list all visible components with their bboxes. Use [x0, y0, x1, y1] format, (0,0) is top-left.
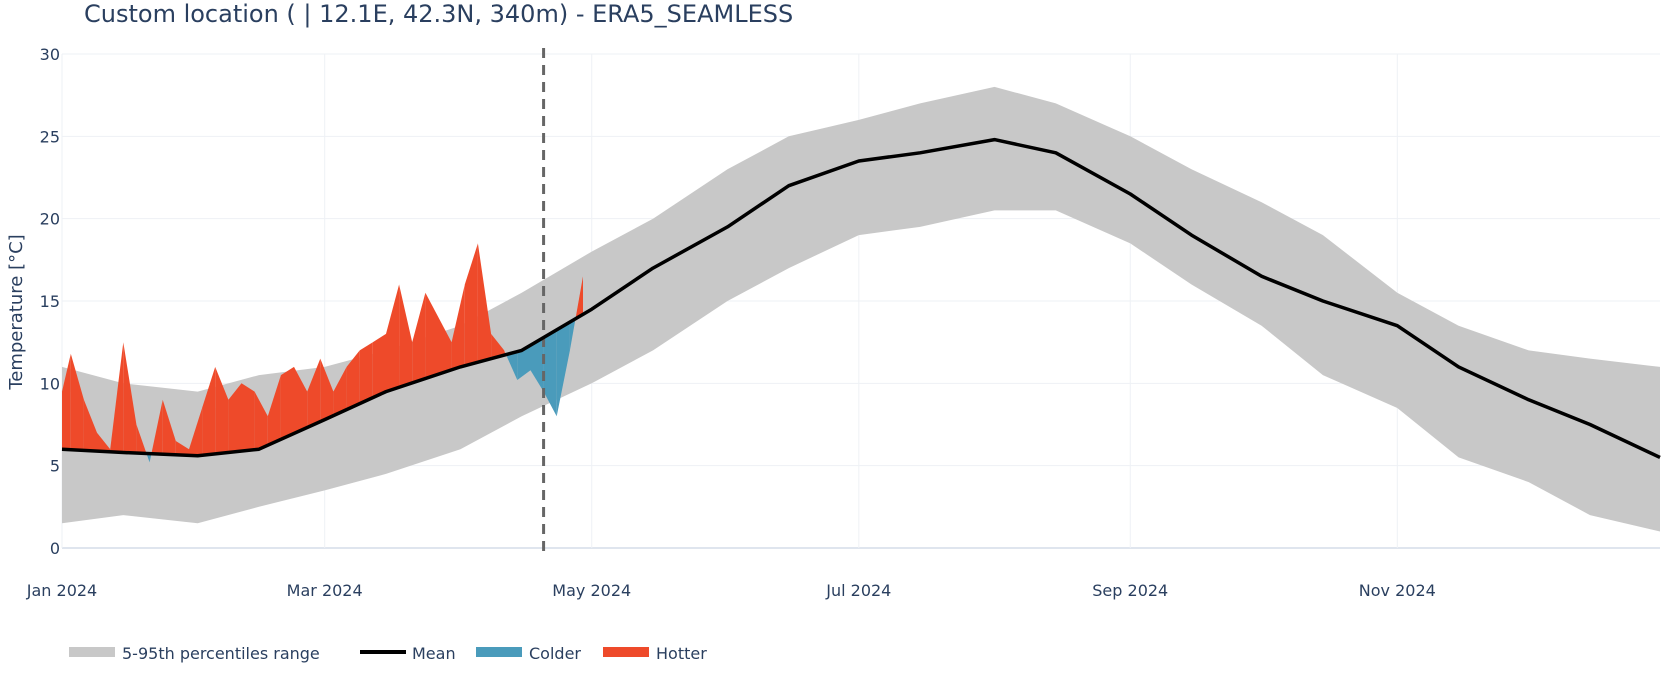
legend-label-mean: Mean — [412, 644, 456, 663]
chart-title: Custom location ( | 12.1E, 42.3N, 340m) … — [84, 0, 793, 28]
legend-swatch-colder — [476, 647, 522, 657]
x-tick-label: Sep 2024 — [1092, 581, 1168, 600]
mean-line-path — [61, 137, 1661, 459]
hotter-anomaly — [202, 366, 216, 456]
hotter-anomaly — [97, 432, 111, 452]
hotter-anomaly — [241, 383, 255, 452]
legend-label-band: 5-95th percentiles range — [122, 644, 320, 663]
hotter-anomaly — [307, 358, 321, 428]
hotter-anomaly — [333, 366, 347, 416]
y-tick-label: 20 — [40, 210, 60, 229]
y-tick-label: 0 — [50, 539, 60, 558]
legend: 5-95th percentiles range Mean Colder Hot… — [69, 644, 707, 663]
x-tick-label: Mar 2024 — [287, 581, 363, 600]
hotter-anomaly — [346, 350, 360, 410]
x-tick-label: Jul 2024 — [825, 581, 891, 600]
hotter-anomaly — [359, 342, 373, 404]
y-tick-labels: 0 5 10 15 20 25 30 — [40, 45, 60, 558]
y-tick-label: 30 — [40, 45, 60, 64]
hotter-anomaly — [425, 292, 439, 379]
percentile-band-area — [62, 86, 1660, 532]
hotter-anomaly — [136, 424, 147, 454]
colder-anomaly — [543, 329, 557, 417]
x-tick-labels: Jan 2024 Mar 2024 May 2024 Jul 2024 Sep 2024… — [26, 581, 1436, 600]
hotter-anomaly — [451, 284, 465, 370]
legend-swatch-band — [69, 647, 115, 657]
legend-item-hotter[interactable]: Hotter — [603, 644, 707, 663]
colder-anomaly — [506, 351, 518, 380]
y-axis-label: Temperature [°C] — [6, 234, 27, 390]
mean-line — [61, 137, 1661, 459]
hotter-anomaly — [123, 342, 137, 454]
legend-label-colder: Colder — [529, 644, 581, 663]
y-tick-label: 15 — [40, 292, 60, 311]
x-tick-label: May 2024 — [552, 581, 631, 600]
hotter-anomaly — [189, 408, 203, 456]
hotter-anomaly — [438, 317, 452, 375]
colder-anomaly — [556, 322, 570, 417]
legend-item-colder[interactable]: Colder — [476, 644, 581, 663]
colder-anomaly — [146, 453, 150, 463]
hotter-anomaly — [110, 342, 124, 453]
y-tick-label: 5 — [50, 457, 60, 476]
hotter-anomaly — [491, 333, 505, 359]
colder-anomaly — [530, 337, 544, 392]
hotter-anomaly — [464, 243, 478, 366]
hotter-anomaly — [254, 391, 268, 450]
hotter-anomaly — [215, 366, 229, 454]
anomaly-fills — [62, 243, 583, 463]
x-tick-label: Jan 2024 — [26, 581, 97, 600]
hotter-anomaly — [294, 366, 308, 434]
hotter-anomaly — [399, 284, 413, 388]
colder-anomaly — [517, 345, 531, 380]
hotter-anomaly — [267, 375, 281, 446]
colder-anomaly — [569, 318, 576, 351]
colder-anomaly — [149, 453, 152, 463]
hotter-anomaly — [386, 284, 400, 392]
hotter-anomaly — [477, 243, 492, 363]
y-tick-label: 10 — [40, 374, 60, 393]
hotter-anomaly — [70, 353, 84, 451]
hotter-anomaly — [575, 276, 583, 319]
hotter-anomaly — [151, 399, 163, 455]
hotter-anomaly — [83, 399, 97, 452]
legend-item-band[interactable]: 5-95th percentiles range — [69, 644, 320, 663]
hotter-anomaly — [175, 441, 189, 456]
hotter-anomaly — [228, 383, 242, 453]
legend-item-mean[interactable]: Mean — [360, 644, 456, 663]
legend-swatch-hotter — [603, 647, 649, 657]
hotter-anomaly — [412, 292, 426, 383]
hotter-anomaly — [372, 333, 386, 398]
y-tick-label: 25 — [40, 127, 60, 146]
hotter-anomaly — [162, 399, 176, 455]
hotter-anomaly — [62, 353, 71, 450]
x-tick-label: Nov 2024 — [1359, 581, 1436, 600]
hotter-anomaly — [320, 358, 334, 422]
percentile-band — [62, 86, 1660, 532]
legend-label-hotter: Hotter — [656, 644, 707, 663]
hotter-anomaly — [280, 366, 294, 440]
